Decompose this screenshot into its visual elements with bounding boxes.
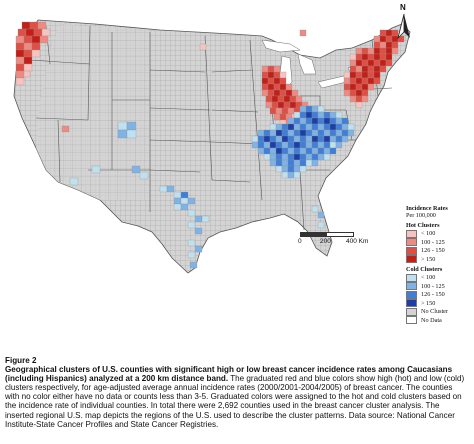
legend-label: 126 - 150 bbox=[421, 247, 445, 255]
north-arrow: N bbox=[392, 3, 416, 44]
legend-subtitle: Per 100,000 bbox=[406, 212, 436, 220]
north-arrow-icon bbox=[397, 13, 410, 40]
legend-cold-item: 126 - 150 bbox=[406, 290, 472, 300]
legend-label: > 150 bbox=[421, 255, 436, 263]
scale-segment-1 bbox=[300, 232, 328, 237]
legend-hot-item: 126 - 150 bbox=[406, 246, 472, 255]
figure-caption: Figure 2 Geographical clusters of U.S. co… bbox=[5, 356, 469, 429]
legend-swatch bbox=[406, 238, 417, 247]
legend: Incidence Rates Per 100,000 Hot Clusters… bbox=[406, 205, 472, 325]
legend-label: 100 - 125 bbox=[421, 282, 445, 290]
legend-swatch bbox=[406, 282, 417, 291]
legend-swatch bbox=[406, 290, 417, 299]
legend-label: 126 - 150 bbox=[421, 291, 445, 299]
legend-label: No Data bbox=[421, 316, 442, 324]
scale-label-0: 0 bbox=[298, 238, 302, 245]
legend-hot-title: Hot Clusters bbox=[406, 222, 440, 230]
legend-swatch bbox=[406, 255, 417, 264]
legend-swatch bbox=[406, 299, 417, 308]
legend-cold-item: 100 - 125 bbox=[406, 282, 472, 291]
north-label: N bbox=[400, 3, 406, 12]
legend-title: Incidence Rates bbox=[406, 205, 448, 212]
legend-label: < 100 bbox=[421, 274, 436, 282]
legend-label: 100 - 125 bbox=[421, 238, 445, 246]
legend-swatch bbox=[406, 273, 417, 282]
figure-label: Figure 2 bbox=[5, 356, 37, 365]
legend-swatch bbox=[406, 246, 417, 255]
legend-swatch bbox=[406, 307, 417, 316]
legend-label: No Cluster bbox=[421, 308, 448, 316]
legend-cold-item: < 100 bbox=[406, 273, 472, 283]
legend-other-item: No Cluster bbox=[406, 307, 472, 317]
scale-label-200: 200 bbox=[320, 238, 331, 245]
legend-label: > 150 bbox=[421, 299, 436, 307]
legend-hot-item: < 100 bbox=[406, 229, 472, 238]
cold-clusters bbox=[69, 105, 355, 269]
map-area: N 0 200 400 Km Incidence Rates Per 100,0… bbox=[13, 3, 472, 325]
legend-cold-item: > 150 bbox=[406, 299, 472, 308]
legend-swatch bbox=[406, 316, 417, 325]
western-counties bbox=[36, 24, 150, 200]
legend-hot-item: 100 - 125 bbox=[406, 238, 472, 247]
caption-title: Geographical clusters of U.S. counties w… bbox=[5, 365, 453, 384]
legend-swatch bbox=[406, 229, 417, 238]
scale-bar: 0 200 400 Km bbox=[298, 232, 380, 247]
legend-cold-title: Cold Clusters bbox=[406, 266, 443, 274]
scale-segment-2 bbox=[326, 232, 354, 237]
scale-label-400: 400 Km bbox=[346, 238, 369, 245]
legend-other-item: No Data bbox=[406, 316, 472, 325]
legend-label: < 100 bbox=[421, 230, 436, 238]
us-county-map bbox=[13, 19, 411, 274]
legend-hot-item: > 150 bbox=[406, 255, 472, 264]
caption-body: The graduated red and blue colors show h… bbox=[5, 374, 465, 429]
